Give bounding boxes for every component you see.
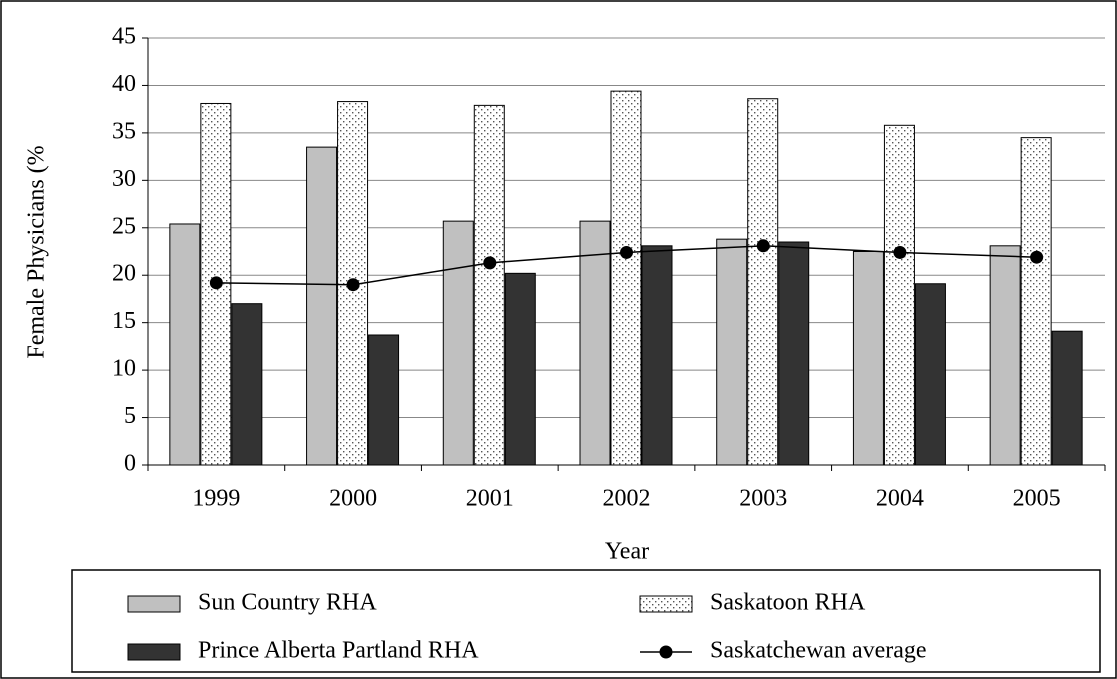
legend-swatch (127, 595, 181, 613)
y-tick-label: 45 (112, 24, 136, 50)
bar (778, 241, 810, 466)
bar (1020, 137, 1052, 466)
bar (473, 104, 505, 466)
x-tick-label: 2005 (1013, 486, 1061, 512)
line-marker (620, 245, 633, 259)
legend-label: Sun Country RHA (198, 590, 377, 616)
line-marker (893, 245, 907, 259)
legend-label: Saskatoon RHA (710, 590, 866, 616)
bar (852, 251, 884, 466)
bar (169, 223, 201, 466)
y-tick-label: 10 (112, 356, 136, 382)
y-tick-label: 30 (112, 166, 136, 192)
y-tick-label: 40 (112, 71, 136, 97)
bar (1051, 330, 1083, 466)
bar (368, 334, 400, 466)
bar (716, 238, 748, 466)
legend-swatch (127, 643, 181, 661)
line-marker (756, 239, 770, 253)
x-tick-label: 2003 (739, 486, 787, 512)
line-marker (483, 256, 497, 270)
y-tick-label: 20 (112, 261, 136, 287)
legend-label: Prince Alberta Partland RHA (198, 638, 479, 664)
y-tick-label: 35 (112, 118, 136, 144)
bar (231, 303, 263, 466)
x-tick-label: 2000 (329, 486, 377, 512)
y-tick-label: 0 (124, 451, 136, 477)
x-tick-label: 2004 (876, 486, 924, 512)
line-marker (209, 276, 223, 290)
bar (989, 245, 1021, 466)
line-marker (1030, 250, 1044, 264)
y-tick-label: 25 (112, 213, 136, 239)
legend-marker (659, 645, 673, 659)
bar (883, 124, 915, 466)
bar (610, 90, 642, 466)
y-tick-label: 15 (112, 308, 136, 334)
line-marker (346, 278, 360, 292)
x-tick-label: 2002 (603, 486, 651, 512)
bar (641, 245, 673, 466)
bar (504, 272, 536, 466)
bar (306, 146, 338, 466)
legend-box (71, 569, 1101, 673)
bar (579, 220, 611, 466)
y-axis-label: Female Physicians (% (24, 145, 50, 358)
bar (747, 98, 779, 466)
y-tick-label: 5 (124, 403, 136, 429)
bar (914, 283, 946, 466)
bar (442, 220, 474, 466)
legend-swatch (639, 595, 693, 613)
x-tick-label: 2001 (466, 486, 514, 512)
x-tick-label: 1999 (192, 486, 240, 512)
legend-label: Saskatchewan average (710, 638, 927, 664)
x-axis-label: Year (605, 539, 649, 565)
